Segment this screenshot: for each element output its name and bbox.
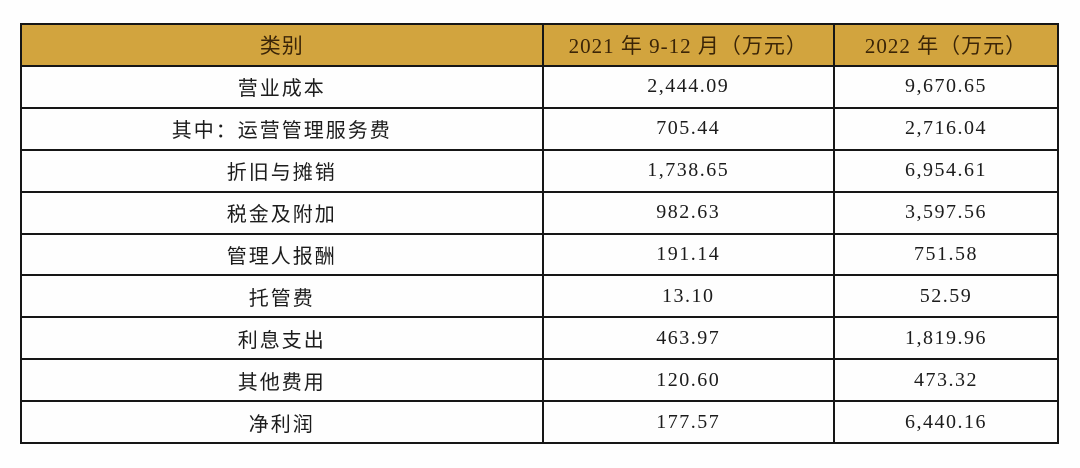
value-2021: 1,738.65 — [541, 148, 836, 193]
row-label: 其他费用 — [20, 358, 544, 402]
row-label: 托管费 — [20, 274, 544, 319]
value-2021: 13.10 — [541, 274, 836, 319]
header-cell-category: 类别 — [20, 23, 544, 67]
row-label: 营业成本 — [20, 65, 544, 109]
value-2021: 191.14 — [541, 232, 836, 277]
value-2022: 3,597.56 — [833, 190, 1059, 235]
header-cell-2022: 2022 年（万元） — [833, 23, 1059, 67]
financial-table-container: 类别 2021 年 9-12 月（万元） 2022 年（万元） 营业成本 2,4… — [20, 23, 1059, 444]
table-row: 折旧与摊销 1,738.65 6,954.61 — [20, 148, 1059, 193]
table-row: 利息支出 463.97 1,819.96 — [20, 316, 1059, 361]
value-2022: 2,716.04 — [833, 106, 1059, 151]
value-2022: 1,819.96 — [833, 316, 1059, 361]
table-row: 其中：运营管理服务费 705.44 2,716.04 — [20, 106, 1059, 151]
row-label: 净利润 — [20, 400, 544, 444]
table-body: 营业成本 2,444.09 9,670.65 其中：运营管理服务费 705.44… — [20, 65, 1059, 444]
table-row: 净利润 177.57 6,440.16 — [20, 400, 1059, 444]
header-row: 类别 2021 年 9-12 月（万元） 2022 年（万元） — [20, 23, 1059, 67]
financial-table: 类别 2021 年 9-12 月（万元） 2022 年（万元） 营业成本 2,4… — [20, 23, 1059, 444]
row-label: 管理人报酬 — [20, 232, 544, 277]
value-2021: 177.57 — [541, 400, 836, 444]
table-row: 托管费 13.10 52.59 — [20, 274, 1059, 319]
table-row: 管理人报酬 191.14 751.58 — [20, 232, 1059, 277]
value-2022: 6,440.16 — [833, 400, 1059, 444]
value-2021: 982.63 — [541, 190, 836, 235]
value-2021: 120.60 — [541, 358, 836, 402]
table-row: 其他费用 120.60 473.32 — [20, 358, 1059, 402]
value-2022: 6,954.61 — [833, 148, 1059, 193]
table-row: 营业成本 2,444.09 9,670.65 — [20, 65, 1059, 109]
row-label: 税金及附加 — [20, 190, 544, 235]
row-label: 其中：运营管理服务费 — [20, 106, 544, 151]
value-2022: 52.59 — [833, 274, 1059, 319]
value-2021: 2,444.09 — [541, 65, 836, 109]
row-label: 折旧与摊销 — [20, 148, 544, 193]
value-2021: 463.97 — [541, 316, 836, 361]
table-header: 类别 2021 年 9-12 月（万元） 2022 年（万元） — [20, 23, 1059, 67]
value-2021: 705.44 — [541, 106, 836, 151]
row-label: 利息支出 — [20, 316, 544, 361]
value-2022: 473.32 — [833, 358, 1059, 402]
value-2022: 9,670.65 — [833, 65, 1059, 109]
header-cell-2021: 2021 年 9-12 月（万元） — [541, 23, 836, 67]
value-2022: 751.58 — [833, 232, 1059, 277]
table-row: 税金及附加 982.63 3,597.56 — [20, 190, 1059, 235]
